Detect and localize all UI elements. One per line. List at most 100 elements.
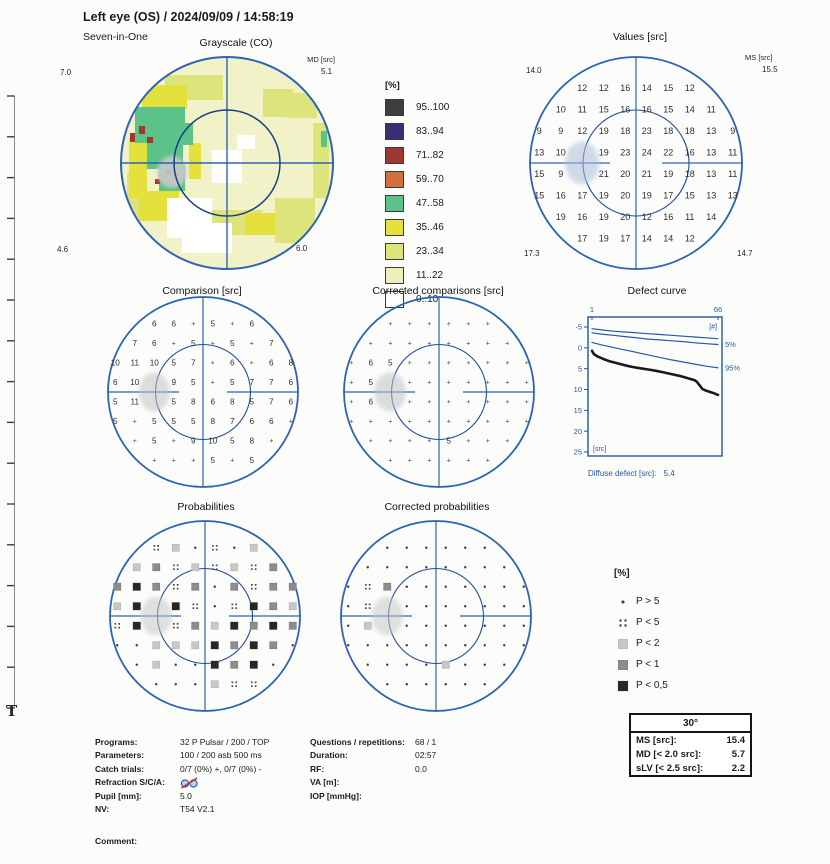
probability-symbol-icon [617, 680, 629, 691]
svg-text:+: + [486, 458, 490, 465]
svg-text:+: + [388, 419, 392, 426]
svg-text:14: 14 [642, 233, 652, 243]
info-row: VA [m]: [310, 776, 436, 789]
svg-text:5%: 5% [725, 340, 736, 349]
svg-text:[src]: [src] [593, 446, 606, 453]
svg-text:15: 15 [574, 406, 582, 415]
svg-text:+: + [388, 321, 392, 328]
svg-text:+: + [349, 360, 353, 367]
svg-text:5: 5 [171, 359, 176, 368]
corrected-comparisons-chart: + + + + + + + + + + + + + + + 6 5 + + + + + + + + 5 + + + + + + + + 6 + + + + +… [343, 296, 535, 488]
info-row: Refraction S/C/A: [95, 776, 269, 789]
probability-legend: [%] P > 5 P < 5 P < 2 P < 1 P < 0,5 [614, 568, 668, 696]
grayscale-legend-item: 95..100 [385, 99, 449, 116]
svg-text:+: + [525, 399, 529, 406]
info-row: Duration: 02:57 [310, 749, 436, 762]
registration-mark: T [6, 702, 18, 720]
svg-text:+: + [369, 438, 373, 445]
svg-text:7: 7 [132, 339, 137, 348]
svg-text:+: + [447, 399, 451, 406]
grayscale-legend: [%] 95..100 83..94 71..82 59..70 47..58 35..4… [385, 80, 449, 315]
svg-text:+: + [466, 321, 470, 328]
probability-symbol-icon [621, 599, 625, 604]
svg-text:20: 20 [620, 212, 630, 222]
svg-text:17: 17 [663, 190, 673, 200]
probability-legend-item: P < 0,5 [614, 675, 668, 696]
svg-text:5: 5 [152, 437, 157, 446]
svg-text:19: 19 [599, 190, 609, 200]
svg-text:6: 6 [113, 378, 118, 387]
svg-text:5: 5 [210, 456, 215, 465]
svg-text:18: 18 [620, 126, 630, 136]
svg-text:6: 6 [152, 320, 157, 329]
svg-text:5: 5 [249, 398, 254, 407]
svg-text:16: 16 [620, 104, 630, 114]
svg-text:+: + [486, 399, 490, 406]
grayscale-legend-item: 59..70 [385, 171, 449, 188]
info-value: 68 / 1 [415, 737, 437, 747]
svg-text:9: 9 [558, 126, 563, 136]
svg-text:6: 6 [288, 398, 293, 407]
svg-text:6: 6 [171, 320, 176, 329]
diffuse-defect: Diffuse defect [src]: 5.4 [588, 469, 675, 478]
svg-text:+: + [447, 380, 451, 387]
info-label: NV: [95, 804, 110, 815]
svg-text:22: 22 [663, 147, 673, 157]
probability-legend-header: [%] [614, 568, 630, 579]
svg-text:6: 6 [269, 359, 274, 368]
svg-text:+: + [447, 458, 451, 465]
grayscale-legend-item: 35..46 [385, 219, 449, 236]
summary-box-header: 30° [631, 715, 750, 733]
svg-text:5: 5 [113, 417, 118, 426]
svg-text:10: 10 [130, 378, 140, 387]
info-row: Catch trials: 0/7 (0%) +, 0/7 (0%) - [95, 763, 269, 776]
info-label: Questions / repetitions: [310, 737, 405, 747]
svg-text:+: + [133, 419, 137, 426]
grayscale-legend-item: 71..82 [385, 147, 449, 164]
grayscale-legend-header: [%] [385, 80, 400, 91]
svg-text:16: 16 [685, 147, 695, 157]
info-row: Pupil [mm]: 5.0 [95, 790, 269, 803]
svg-text:9: 9 [730, 126, 735, 136]
svg-text:11: 11 [578, 104, 587, 114]
info-value: T54 V2.1 [180, 804, 215, 815]
summary-row-md: MD [< 2.0 src]: 5.7 [631, 747, 750, 761]
info-value: 5.0 [180, 790, 192, 801]
probability-symbol-icon [618, 659, 628, 670]
grayscale-legend-item: 23..34 [385, 243, 449, 260]
svg-text:+: + [466, 360, 470, 367]
svg-text:5: 5 [191, 417, 196, 426]
info-label: Programs: [95, 737, 138, 747]
svg-text:15: 15 [599, 104, 609, 114]
legend-range-label: 35..46 [416, 222, 444, 233]
svg-text:+: + [172, 458, 176, 465]
svg-text:21: 21 [642, 169, 652, 179]
legend-range-label: 71..82 [416, 150, 444, 161]
svg-text:18: 18 [685, 169, 695, 179]
grayscale-corner-tl: 7.0 [60, 68, 72, 77]
svg-text:13: 13 [706, 190, 716, 200]
svg-text:19: 19 [599, 233, 609, 243]
svg-text:+: + [349, 399, 353, 406]
svg-text:5: 5 [249, 456, 254, 465]
legend-color-swatch [385, 243, 404, 260]
refraction-glasses-icon [180, 777, 198, 789]
svg-text:+: + [427, 399, 431, 406]
svg-text:+: + [250, 341, 254, 348]
info-label: VA [m]: [310, 777, 340, 788]
svg-text:25: 25 [574, 448, 582, 457]
svg-text:+: + [349, 380, 353, 387]
comment-label: Comment: [95, 836, 138, 846]
probability-symbol-icon [619, 618, 627, 627]
grayscale-legend-item: 47..58 [385, 195, 449, 212]
svg-text:5: 5 [230, 437, 235, 446]
info-label: IOP [mmHg]: [310, 790, 362, 801]
svg-text:15: 15 [685, 190, 695, 200]
info-label: Duration: [310, 750, 348, 761]
grayscale-corner-bl: 4.6 [57, 245, 69, 254]
legend-range-label: 95..100 [416, 102, 450, 113]
svg-text:6: 6 [269, 417, 274, 426]
ms-value: 15.5 [762, 65, 778, 74]
svg-text:16: 16 [620, 83, 630, 93]
info-block-left: Programs: 32 P Pulsar / 200 / TOP Paramete… [95, 736, 269, 816]
